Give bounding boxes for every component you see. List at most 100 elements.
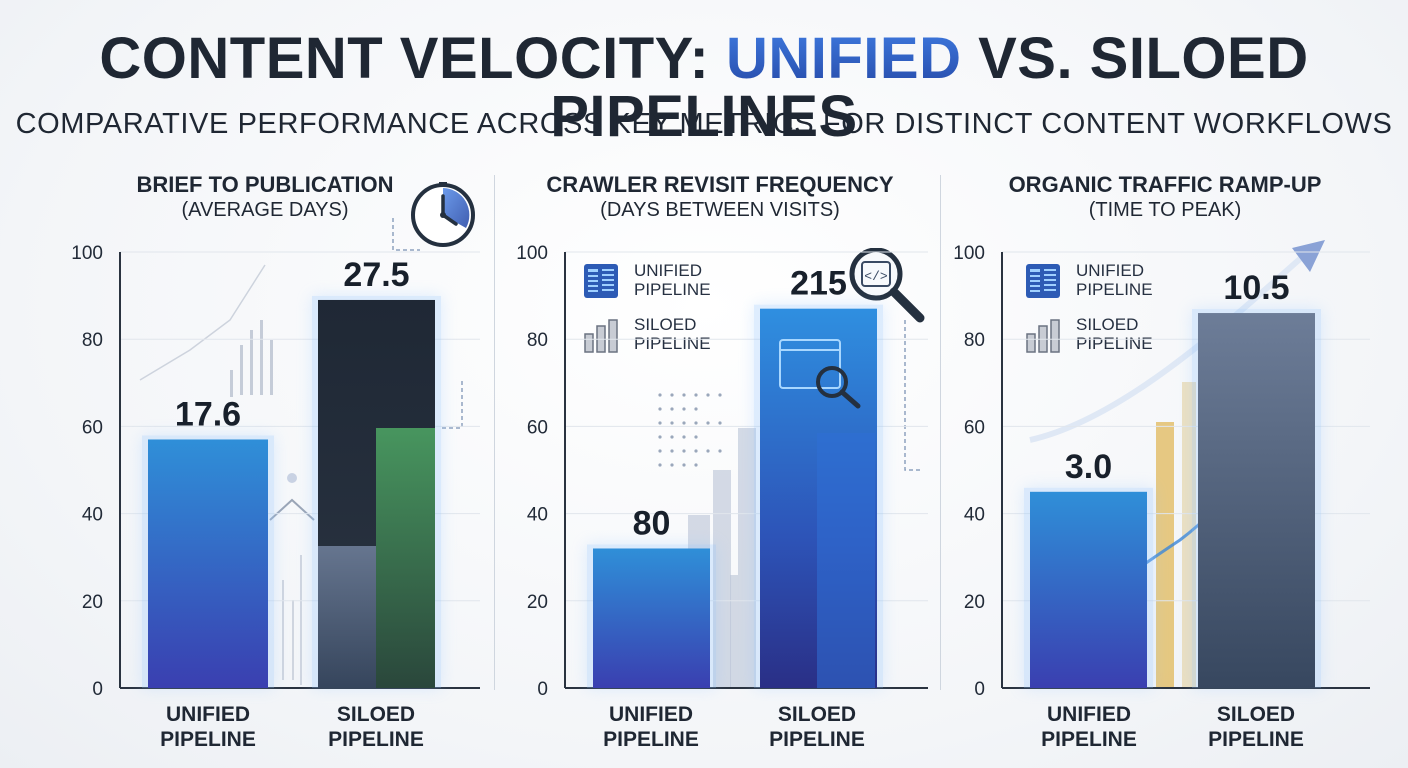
y-tick-label: 40	[964, 505, 985, 526]
decor-dot	[658, 449, 662, 453]
clock-icon	[410, 180, 476, 253]
decor-dot	[682, 421, 686, 425]
x-category-label: SILOED PIPELINE	[769, 703, 865, 752]
panel-3-subtitle: (TIME TO PEAK)	[1088, 199, 1242, 222]
decor-dot	[694, 393, 698, 397]
decor-dot	[694, 435, 698, 439]
window-icon	[779, 339, 841, 389]
decor-dot	[670, 407, 674, 411]
decor-dot	[694, 463, 698, 467]
y-tick-label: 40	[82, 505, 103, 526]
decor-dot	[670, 393, 674, 397]
sparkline-bar	[250, 330, 253, 395]
decor-dot	[670, 435, 674, 439]
decor-chevron	[269, 498, 315, 521]
decor-dot	[718, 449, 722, 453]
decor-dot	[670, 449, 674, 453]
panel-divider	[940, 175, 941, 690]
bar	[1198, 313, 1315, 688]
sparkline-bar	[270, 340, 273, 395]
decor-line	[292, 600, 294, 680]
legend-item-unified: UNIFIED PIPELINE	[582, 261, 724, 300]
data-label: 10.5	[1223, 269, 1289, 307]
decor-dot	[682, 463, 686, 467]
panel-3-title: ORGANIC TRAFFIC RAMP-UP (TIME TO PEAK)	[965, 172, 1365, 222]
sparkline-bar	[230, 370, 233, 397]
decor-bar	[318, 546, 376, 688]
trend-line	[139, 264, 266, 381]
title-part-1: CONTENT VELOCITY:	[99, 26, 726, 91]
y-tick-label: 20	[82, 592, 103, 613]
panel-1-subtitle: (AVERAGE DAYS)	[181, 199, 349, 222]
y-tick-label: 40	[527, 505, 548, 526]
decor-dot	[694, 407, 698, 411]
y-tick-label: 80	[527, 330, 548, 351]
y-tick-label: 60	[527, 417, 548, 438]
panel-divider	[494, 175, 495, 690]
sparkline-bar	[260, 320, 263, 395]
decor-bar	[817, 433, 875, 688]
legend-label-unified: UNIFIED PIPELINE	[1076, 261, 1153, 299]
title-part-2: VS. SILOED PIPELINES	[550, 26, 1309, 149]
decor-dot	[287, 473, 297, 483]
svg-text:</>: </>	[864, 269, 888, 284]
ghost-bar	[738, 428, 756, 688]
data-label: 3.0	[1065, 448, 1112, 486]
panel-2-subtitle: (DAYS BETWEEN VISITS)	[600, 199, 840, 222]
decor-dot	[718, 421, 722, 425]
arrow-head	[1292, 240, 1325, 272]
y-tick-label: 0	[92, 679, 103, 700]
ghost-bar	[730, 575, 738, 688]
decor-line	[282, 580, 284, 680]
decor-dot	[706, 421, 710, 425]
x-category-label: UNIFIED PIPELINE	[1041, 703, 1137, 752]
decor-connector	[392, 218, 420, 251]
sparkline-bar	[240, 345, 243, 395]
data-label: 80	[633, 504, 671, 542]
y-tick-label: 20	[527, 592, 548, 613]
y-tick-label: 80	[82, 330, 103, 351]
decor-dot	[658, 421, 662, 425]
panel-2-title-text: CRAWLER REVISIT FREQUENCY	[546, 172, 894, 197]
y-tick-label: 60	[82, 417, 103, 438]
ghost-bar	[1156, 422, 1174, 688]
data-label: 27.5	[343, 256, 409, 294]
legend-item-unified: UNIFIED PIPELINE	[1024, 261, 1166, 300]
bar	[1030, 491, 1147, 688]
ghost-bar	[713, 470, 731, 688]
decor-dot	[682, 435, 686, 439]
panel-1-title-text: BRIEF TO PUBLICATION	[136, 172, 394, 197]
decor-dot	[670, 463, 674, 467]
y-tick-label: 100	[516, 243, 548, 264]
decor-dot	[706, 393, 710, 397]
y-tick-label: 20	[964, 592, 985, 613]
decor-dot	[658, 393, 662, 397]
x-category-label: UNIFIED PIPELINE	[603, 703, 699, 752]
y-tick-label: 60	[964, 417, 985, 438]
magnifier-icon	[816, 366, 848, 398]
x-category-label: UNIFIED PIPELINE	[160, 703, 256, 752]
data-label: 17.6	[175, 395, 241, 433]
code-search-icon: </>	[846, 247, 928, 331]
document-icon	[584, 264, 618, 298]
panel-1-title: BRIEF TO PUBLICATION (AVERAGE DAYS)	[100, 172, 430, 222]
growth-trend	[1029, 247, 1312, 443]
y-tick-label: 0	[537, 679, 548, 700]
panel-2-title: CRAWLER REVISIT FREQUENCY (DAYS BETWEEN …	[510, 172, 930, 222]
x-category-label: SILOED PIPELINE	[328, 703, 424, 752]
decor-dot	[658, 463, 662, 467]
y-tick-label: 0	[974, 679, 985, 700]
decor-dot	[718, 393, 722, 397]
decor-connector	[904, 320, 920, 471]
y-tick-label: 80	[964, 330, 985, 351]
legend-label-unified: UNIFIED PIPELINE	[634, 261, 711, 299]
page-subtitle: COMPARATIVE PERFORMANCE ACROSS KEY METRI…	[15, 108, 1393, 140]
decor-dot	[682, 449, 686, 453]
document-icon	[1026, 264, 1060, 298]
y-tick-label: 100	[71, 243, 103, 264]
y-tick-label: 100	[953, 243, 985, 264]
title-accent: UNIFIED	[725, 26, 962, 91]
decor-dot	[658, 435, 662, 439]
decor-dot	[694, 421, 698, 425]
